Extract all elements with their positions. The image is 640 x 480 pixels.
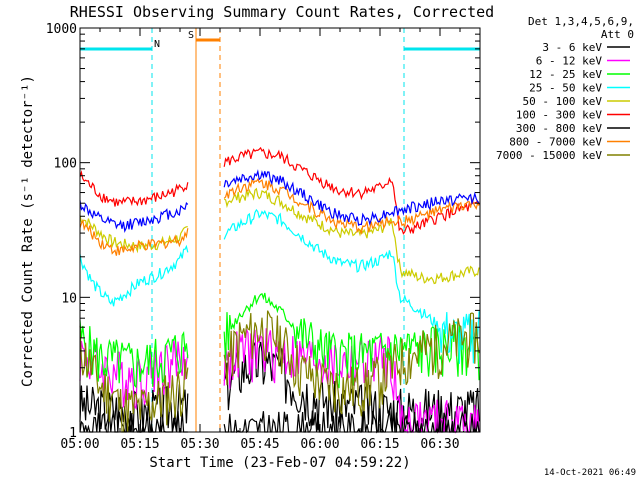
x-axis-label: Start Time (23-Feb-07 04:59:22) [149,455,410,471]
x-tick-label-2: 05:30 [180,437,219,452]
series-line-3 [79,208,480,364]
y-axis: 1 10 100 1000 [46,22,480,441]
legend-label-4: 50 - 100 keV [523,95,603,108]
legend-label-5: 100 - 300 keV [516,109,602,122]
y-tick-label-2: 100 [54,157,77,172]
x-tick-label-5: 06:15 [360,437,399,452]
series-line-5 [79,146,480,235]
flag-label-s: S [188,30,194,41]
timestamp-label: 14-Oct-2021 06:49 [544,468,636,478]
legend-label-7: 800 - 7000 keV [509,136,602,149]
series-line-4 [79,187,480,285]
x-axis: 05:00 05:15 05:30 05:45 06:00 06:15 06:30 [60,28,481,452]
x-tick-label-3: 05:45 [240,437,279,452]
legend-label-8: 7000 - 15000 keV [496,149,602,162]
x-tick-label-1: 05:15 [120,437,159,452]
chart-title: RHESSI Observing Summary Count Rates, Co… [70,3,494,21]
series-group [79,146,480,434]
series-line-7 [79,176,480,256]
y-axis-label: Corrected Count Rate (s⁻¹ detector⁻¹) [20,75,36,387]
legend-label-0: 3 - 6 keV [542,41,602,54]
legend-label-6: 300 - 800 keV [516,122,602,135]
legend-label-1: 6 - 12 keV [536,55,603,68]
legend-header-0: Det 1,3,4,5,6,9, [528,15,634,28]
x-tick-label-4: 06:00 [300,437,339,452]
series-line-9 [79,169,480,234]
x-tick-label-0: 05:00 [60,437,99,452]
flag-label-n: N [154,39,160,50]
legend-label-3: 25 - 50 keV [529,82,602,95]
y-tick-label-1: 10 [61,291,77,306]
y-tick-label-0: 1 [69,426,77,441]
y-tick-label-3: 1000 [46,22,77,37]
x-tick-label-6: 06:30 [420,437,459,452]
legend-label-2: 12 - 25 keV [529,68,602,81]
series-line-8 [79,310,480,433]
legend-header-1: Att 0 [601,28,634,41]
